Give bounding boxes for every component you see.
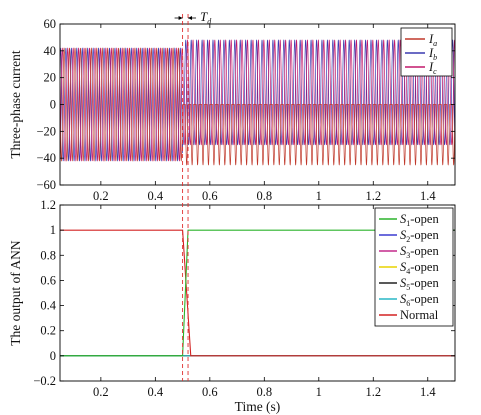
x-tick-label: 0.8 <box>256 385 272 399</box>
legend-label: Ia <box>428 32 437 48</box>
y-tick-label: 20 <box>44 71 57 85</box>
x-axis-label: Time (s) <box>235 399 281 414</box>
legend-box <box>400 27 453 77</box>
legend-label: Ib <box>428 46 437 62</box>
x-tick-label: 0.8 <box>256 189 272 203</box>
legend-label: Normal <box>400 308 439 322</box>
y-axis-label: Three-phase current <box>8 50 23 159</box>
td-label: Td <box>200 9 212 26</box>
x-tick-label: 1.4 <box>420 385 436 399</box>
legend-label: S1-open <box>400 212 439 228</box>
ann-traces <box>60 229 455 357</box>
series-line-S1 <box>60 229 455 357</box>
current-traces <box>60 39 455 166</box>
x-tick-label: 0.4 <box>148 385 164 399</box>
x-tick-label: 1.2 <box>365 385 381 399</box>
td-arrowhead-left <box>178 16 183 20</box>
y-tick-label: −40 <box>36 151 56 165</box>
fault-markers: Td <box>174 9 212 381</box>
legend-label: S3-open <box>400 244 439 260</box>
legend-label: Ic <box>428 60 437 76</box>
current-plot: 0.2 0.4 0.6 0.8 1 1.2 1.4 −60 −40 −20 0 20 40 60 Three… <box>8 17 456 203</box>
legend-label: S2-open <box>400 228 439 244</box>
x-tick-label: 0.2 <box>93 189 109 203</box>
ann-output-plot: 0.2 0.4 0.6 0.8 1 1.2 1.4 −0.2 0 0.2 0.4 0.6 0.8 1 1.2… <box>8 198 456 414</box>
y-tick-label: 1 <box>50 223 56 237</box>
x-tick-label: 1.2 <box>365 189 381 203</box>
y-tick-label: 0 <box>50 98 56 112</box>
series-line-Normal <box>60 229 455 357</box>
y-tick-label: 0.8 <box>40 248 56 262</box>
y-tick-label: 60 <box>44 17 57 31</box>
series-line-Ia <box>60 47 455 166</box>
y-tick-label: −20 <box>36 124 56 138</box>
y-tick-label: 0.4 <box>40 299 56 313</box>
x-tick-label: 1.4 <box>420 189 436 203</box>
y-tick-label: −60 <box>36 178 56 192</box>
x-tick-label: 1 <box>316 189 322 203</box>
legend-label: S6-open <box>400 292 439 308</box>
x-tick-label: 1 <box>316 385 322 399</box>
legend: S1-openS2-openS3-openS4-openS5-openS6-op… <box>374 207 454 327</box>
x-tick-label: 0.6 <box>202 385 218 399</box>
y-tick-label: 0.2 <box>40 324 56 338</box>
td-arrowhead-right <box>188 16 193 20</box>
y-tick-label: −0.2 <box>33 374 56 388</box>
x-tick-label: 0.6 <box>202 189 218 203</box>
y-tick-label: 40 <box>44 44 57 58</box>
x-tick-label: 0.2 <box>93 385 109 399</box>
y-tick-label: 0 <box>50 349 56 363</box>
plot-frame <box>59 204 456 382</box>
y-tick-label: 1.2 <box>40 198 56 212</box>
legend-label: S5-open <box>400 276 439 292</box>
legend-label: S4-open <box>400 260 439 276</box>
y-axis-label: The output of ANN <box>8 240 23 346</box>
x-tick-label: 0.4 <box>148 189 164 203</box>
y-tick-label: 0.6 <box>40 273 56 287</box>
